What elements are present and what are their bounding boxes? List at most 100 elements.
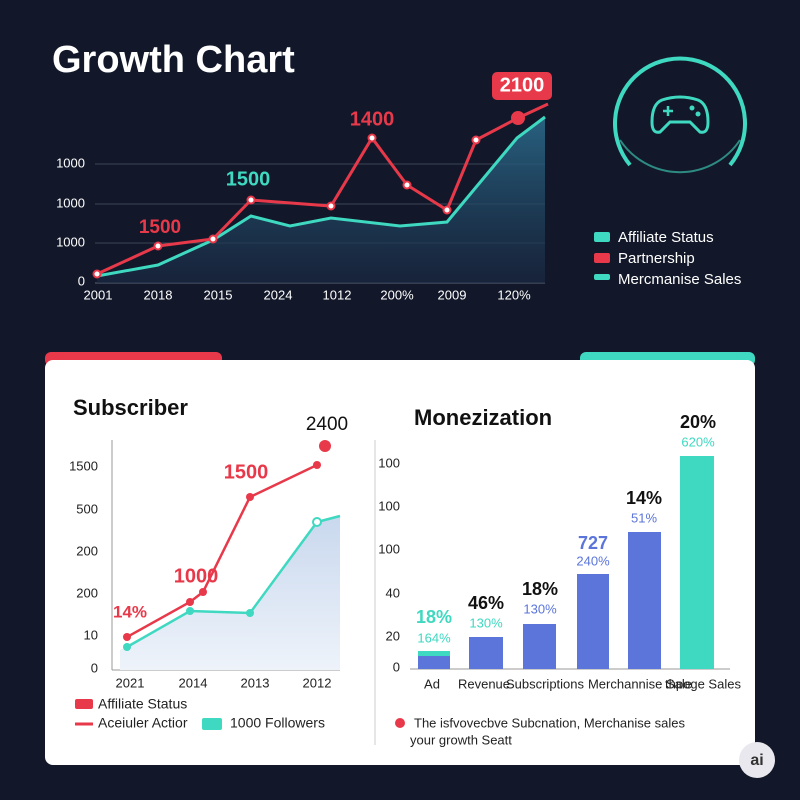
note: The isfvovecbve Subcnation, Merchanise s… bbox=[414, 715, 685, 730]
badge bbox=[739, 742, 775, 778]
bar-label: 20% bbox=[680, 412, 716, 432]
ring bbox=[613, 56, 747, 167]
bar-labels: 18% 164% 46% 130% 18% 130% 727 240% 14% … bbox=[416, 412, 716, 646]
area bbox=[120, 516, 340, 670]
subscriber-chart: Subscriber 2400 1500 1000 14% 1500 500 2… bbox=[69, 395, 348, 731]
bar-label: 18% bbox=[522, 579, 558, 599]
point bbox=[123, 643, 131, 651]
y-labels: 100 100 100 40 20 0 bbox=[378, 455, 400, 674]
point bbox=[208, 234, 218, 244]
button bbox=[695, 111, 701, 117]
monetization-chart: Monezization 100 100 100 40 20 0 18% 164… bbox=[378, 405, 741, 748]
area bbox=[97, 117, 545, 283]
y-label: 0 bbox=[78, 273, 85, 288]
point bbox=[153, 241, 163, 251]
legend-swatch bbox=[75, 699, 93, 709]
bar-label: 727 bbox=[578, 533, 608, 553]
bar-label: 620% bbox=[681, 434, 715, 449]
red-points bbox=[123, 440, 331, 641]
y-labels: 1000 1000 1000 0 bbox=[56, 155, 85, 288]
bar-cap bbox=[418, 651, 450, 656]
legend-swatch bbox=[202, 718, 222, 730]
x-label: 120% bbox=[497, 287, 531, 302]
legend-label: Mercmanise Sales bbox=[618, 271, 741, 288]
gamepad bbox=[650, 95, 710, 134]
annotation: 1500 bbox=[224, 461, 269, 483]
x-label: 2014 bbox=[179, 675, 208, 690]
legend-swatch bbox=[594, 232, 610, 242]
bar-label: 51% bbox=[631, 510, 657, 525]
x-label: 2001 bbox=[84, 287, 113, 302]
x-label: 2013 bbox=[241, 675, 270, 690]
x-label: 2021 bbox=[116, 675, 145, 690]
legend-label: Partnership bbox=[618, 250, 695, 267]
bar bbox=[628, 532, 661, 669]
annotation: 1500 bbox=[226, 168, 271, 190]
x-labels: 2001 2018 2015 2024 1012 200% 2009 120% bbox=[84, 287, 532, 302]
point bbox=[367, 133, 377, 143]
point bbox=[246, 195, 256, 205]
y-label: 0 bbox=[393, 659, 400, 674]
point bbox=[471, 135, 481, 145]
category: Ad bbox=[424, 676, 440, 691]
annotation: 1500 bbox=[139, 217, 181, 238]
x-label: 2015 bbox=[204, 287, 233, 302]
point bbox=[92, 269, 102, 279]
y-label: 200 bbox=[76, 543, 98, 558]
bar bbox=[680, 456, 714, 669]
point bbox=[319, 440, 331, 452]
point bbox=[123, 633, 131, 641]
x-labels: 2021 2014 2013 2012 bbox=[116, 675, 332, 690]
annotation: 2400 bbox=[306, 414, 348, 435]
x-label: 2018 bbox=[144, 287, 173, 302]
note: your growth Seatt bbox=[410, 732, 512, 747]
annotation: 1400 bbox=[350, 108, 395, 130]
ring bbox=[619, 139, 741, 174]
legend-label: Aceiuler Actior bbox=[98, 715, 188, 731]
legend-label: 1000 Followers bbox=[230, 715, 325, 731]
y-label: 1000 bbox=[56, 195, 85, 210]
x-label: 1012 bbox=[323, 287, 352, 302]
bar-label: 130% bbox=[523, 601, 557, 616]
section-title: Subscriber bbox=[73, 395, 188, 420]
point bbox=[442, 205, 452, 215]
annotation: 1000 bbox=[174, 565, 219, 587]
category: thpoge Sales bbox=[665, 676, 741, 691]
growth-legend: Affiliate Status Partnership Mercmanise … bbox=[594, 229, 741, 288]
legend-swatch bbox=[594, 274, 610, 280]
y-label: 40 bbox=[386, 585, 400, 600]
growth-chart: 2100 1400 1500 1500 1000 1000 1000 0 200… bbox=[56, 72, 552, 302]
category: Merchannise Sale bbox=[588, 676, 692, 691]
x-label: 2009 bbox=[438, 287, 467, 302]
annotation: 14% bbox=[113, 602, 147, 621]
button bbox=[689, 105, 695, 111]
bar-label: 130% bbox=[469, 615, 503, 630]
y-label: 1000 bbox=[56, 155, 85, 170]
bar bbox=[469, 637, 503, 669]
category: Revenue bbox=[458, 676, 510, 691]
bar-label: 18% bbox=[416, 607, 452, 627]
teal-points bbox=[123, 517, 322, 651]
bar-label: 164% bbox=[417, 630, 451, 645]
x-label: 2012 bbox=[303, 675, 332, 690]
section-title: Monezization bbox=[414, 405, 552, 430]
point bbox=[186, 607, 194, 615]
legend-label: Affiliate Status bbox=[618, 229, 714, 246]
point bbox=[246, 493, 254, 501]
y-label: 100 bbox=[378, 455, 400, 470]
bar bbox=[577, 574, 609, 669]
point bbox=[313, 461, 321, 469]
categories: Ad Revenue Subscriptions Merchannise Sal… bbox=[424, 676, 741, 691]
dpad bbox=[663, 106, 673, 116]
bar-label: 240% bbox=[576, 553, 610, 568]
point bbox=[199, 588, 207, 596]
x-label: 2024 bbox=[264, 287, 293, 302]
legend-label: Affiliate Status bbox=[98, 696, 187, 712]
y-label: 10 bbox=[84, 627, 98, 642]
title: Growth Chart bbox=[52, 39, 295, 81]
y-label: 200 bbox=[76, 585, 98, 600]
y-label: 20 bbox=[386, 628, 400, 643]
badge-label: ai bbox=[750, 752, 763, 769]
